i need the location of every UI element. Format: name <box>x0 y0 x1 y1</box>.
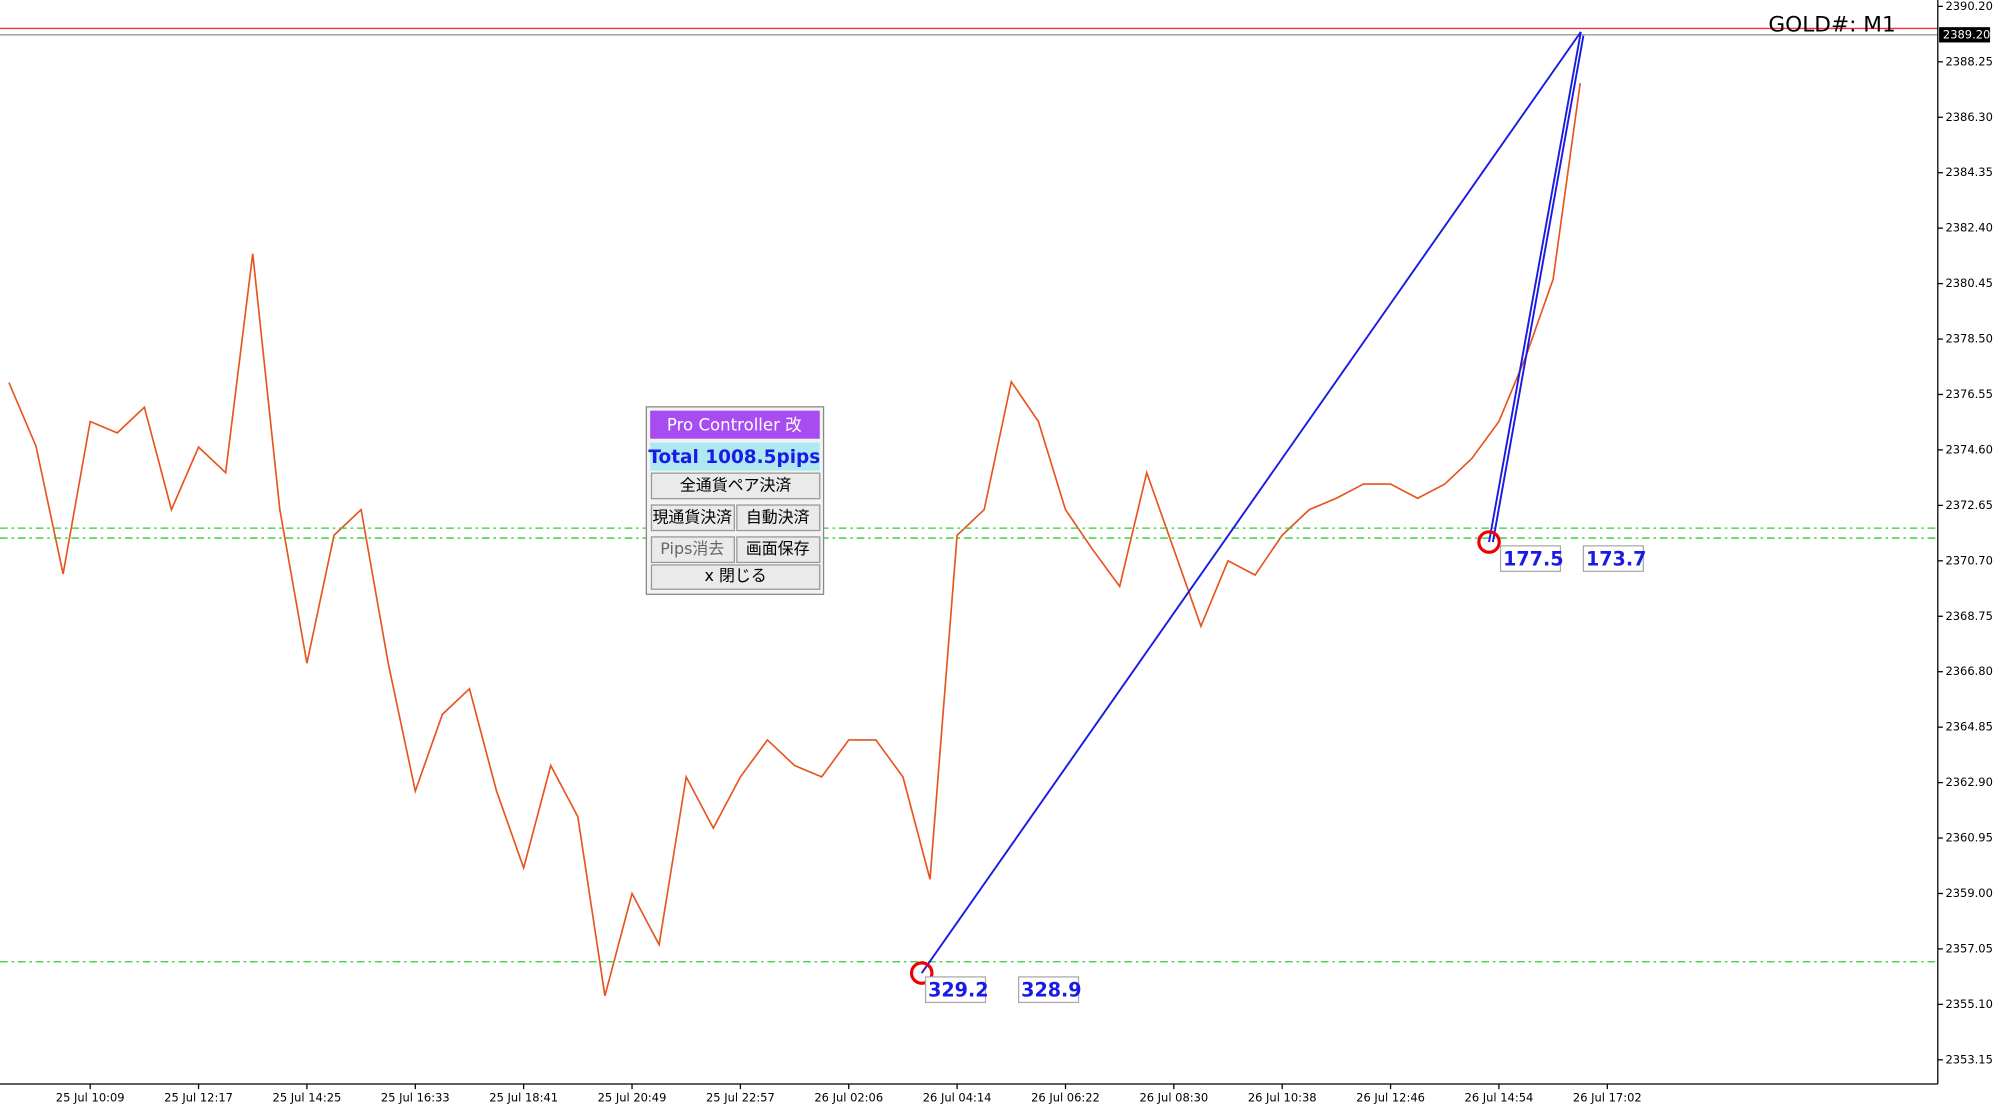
pip-box <box>1582 545 1644 572</box>
price-tag <box>1939 27 1991 43</box>
x-tick-label: 26 Jul 04:14 <box>923 1091 992 1105</box>
x-tick-label: 25 Jul 16:33 <box>381 1091 450 1105</box>
price-tag-label: 2389.20 <box>1943 27 1990 41</box>
total-text: Total 1008.5pips <box>648 447 820 468</box>
button[interactable]: x 閉じる <box>650 564 821 590</box>
y-tick-label: 2359.00 <box>1945 886 1992 900</box>
y-tick-label: 2378.50 <box>1945 332 1992 346</box>
x-tick-label: 26 Jul 08:30 <box>1139 1091 1208 1105</box>
button-label[interactable]: Pips消去 <box>660 539 724 558</box>
y-tick-label: 2384.35 <box>1945 165 1992 179</box>
y-tick-label: 2390.20 <box>1945 0 1992 13</box>
button[interactable]: Pips消去 <box>650 536 735 564</box>
y-tick-label: 2362.90 <box>1945 775 1992 789</box>
x-tick-label: 26 Jul 17:02 <box>1573 1091 1642 1105</box>
button[interactable]: 現通貨決済 <box>650 504 735 532</box>
x-tick-label: 25 Jul 10:09 <box>56 1091 125 1105</box>
y-tick-label: 2382.40 <box>1945 221 1992 235</box>
pip-box <box>924 976 987 1004</box>
x-tick-label: 26 Jul 06:22 <box>1031 1091 1100 1105</box>
x-tick-label: 26 Jul 02:06 <box>814 1091 883 1105</box>
pip-box <box>1499 545 1562 572</box>
y-tick-label: 2386.30 <box>1945 110 1992 124</box>
y-tick-label: 2374.60 <box>1945 442 1992 456</box>
y-tick-label: 2380.45 <box>1945 276 1992 290</box>
x-tick-label: 25 Jul 14:25 <box>273 1091 342 1105</box>
panel-title-bar <box>650 410 820 439</box>
x-tick-label: 25 Jul 12:17 <box>164 1091 233 1105</box>
y-tick-label: 2364.85 <box>1945 720 1992 734</box>
x-tick-label: 26 Jul 14:54 <box>1465 1091 1534 1105</box>
button[interactable]: 画面保存 <box>736 536 821 564</box>
x-tick-label: 25 Jul 22:57 <box>706 1091 775 1105</box>
y-tick-label: 2368.75 <box>1945 609 1992 623</box>
button-label[interactable]: 全通貨ペア決済 <box>680 475 792 494</box>
y-tick-label: 2372.65 <box>1945 498 1992 512</box>
trend-line <box>920 31 1582 974</box>
button[interactable]: 全通貨ペア決済 <box>650 472 821 500</box>
button-label[interactable]: x 閉じる <box>704 566 766 585</box>
price-line-series <box>8 83 1582 997</box>
chart-title: GOLD#: M1 <box>1768 13 1895 38</box>
trend-line <box>1491 35 1585 543</box>
panel-title: Pro Controller 改 <box>667 415 802 434</box>
x-tick-label: 25 Jul 20:49 <box>598 1091 667 1105</box>
y-tick-label: 2357.05 <box>1945 941 1992 955</box>
y-tick-label: 2388.25 <box>1945 54 1992 68</box>
button-label[interactable]: 自動決済 <box>746 507 810 526</box>
y-tick-label: 2376.55 <box>1945 387 1992 401</box>
trend-line <box>1488 31 1582 543</box>
button[interactable]: 自動決済 <box>736 504 821 532</box>
x-tick-label: 25 Jul 18:41 <box>489 1091 558 1105</box>
button-label[interactable]: 画面保存 <box>746 539 810 558</box>
pip-label: 177.5 <box>1503 547 1563 570</box>
y-tick-label: 2360.95 <box>1945 831 1992 845</box>
y-tick-label: 2355.10 <box>1945 997 1992 1011</box>
marker-circle <box>1477 530 1501 554</box>
y-tick-label: 2366.80 <box>1945 664 1992 678</box>
controller-panel: Pro Controller 改 Total 1008.5pips 全通貨ペア決… <box>645 406 825 595</box>
pip-box <box>1017 976 1080 1004</box>
pip-label: 173.7 <box>1586 547 1646 570</box>
marker-circle <box>909 961 934 985</box>
x-tick-label: 26 Jul 10:38 <box>1248 1091 1317 1105</box>
button-label[interactable]: 現通貨決済 <box>652 507 732 526</box>
pip-label: 329.2 <box>928 978 988 1001</box>
y-tick-label: 2370.70 <box>1945 553 1992 567</box>
x-tick-label: 26 Jul 12:46 <box>1356 1091 1425 1105</box>
pip-label: 328.9 <box>1021 978 1081 1001</box>
total-bar <box>650 442 820 471</box>
y-tick-label: 2353.15 <box>1945 1052 1992 1066</box>
